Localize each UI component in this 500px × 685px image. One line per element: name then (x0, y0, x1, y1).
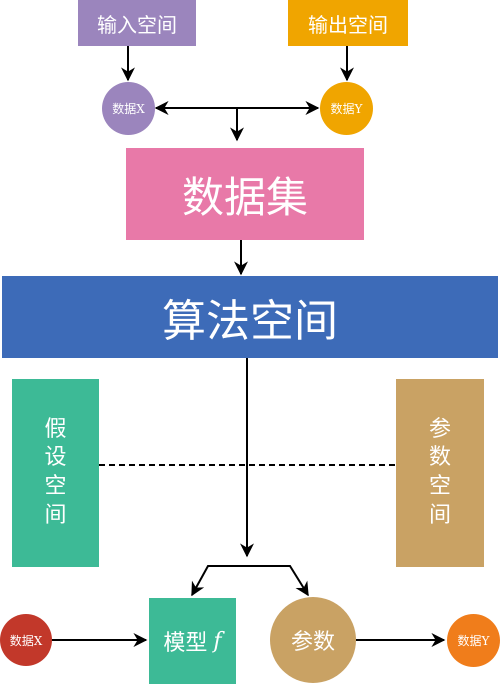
output-space-label: 输出空间 (308, 12, 388, 37)
params-label: 参数 (290, 630, 335, 655)
dataset-box: 数据集 (126, 148, 364, 240)
parameter-space-label: 参 数 空 间 (429, 416, 451, 530)
data-x-bottom-node: 数据X (0, 614, 52, 666)
hypothesis-char: 假 (44, 416, 67, 442)
model-label: 模型 (163, 631, 208, 656)
parameter-char: 参 (428, 416, 451, 442)
parameter-space-box: 参 数 空 间 (396, 379, 484, 567)
input-space-box: 输入空间 (78, 0, 196, 46)
arrow-split-to-params (250, 565, 309, 597)
parameter-char: 数 (428, 445, 451, 471)
parameter-char: 空 (428, 474, 451, 499)
data-x-top-label: 数据X (112, 102, 145, 116)
hypothesis-char: 空 (44, 474, 67, 499)
input-space-label: 输入空间 (97, 12, 177, 37)
hypothesis-char: 设 (44, 445, 67, 471)
parameter-char: 间 (428, 502, 451, 528)
model-symbol: f (213, 628, 222, 654)
data-y-top-node: 数据Y (320, 82, 373, 135)
algorithm-space-box: 算法空间 (2, 276, 498, 358)
data-x-top-node: 数据X (102, 82, 155, 135)
algorithm-space-label: 算法空间 (162, 296, 338, 347)
hypothesis-char: 间 (44, 502, 67, 528)
arrow-split-to-model (191, 565, 250, 597)
data-y-top-label: 数据Y (330, 102, 363, 116)
dataset-label: 数据集 (181, 172, 308, 222)
data-x-bottom-label: 数据X (9, 633, 43, 648)
data-y-bottom-label: 数据Y (457, 634, 490, 648)
output-space-box: 输出空间 (288, 0, 408, 46)
model-box: 模型 f (149, 598, 236, 684)
hypothesis-space-box: 假 设 空 间 (12, 379, 99, 567)
hypothesis-space-label: 假 设 空 间 (44, 416, 66, 530)
data-y-bottom-node: 数据Y (447, 614, 500, 667)
params-node: 参数 (270, 597, 356, 683)
